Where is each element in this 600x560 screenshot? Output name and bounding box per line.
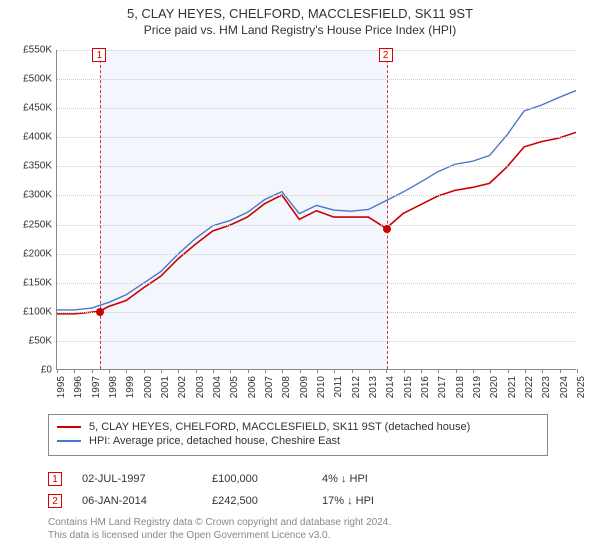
page-subtitle: Price paid vs. HM Land Registry's House … xyxy=(0,23,600,37)
plot-area xyxy=(56,50,576,370)
y-axis-label: £450K xyxy=(10,103,52,114)
gridline xyxy=(57,79,576,80)
attribution-line: Contains HM Land Registry data © Crown c… xyxy=(48,516,391,529)
gridline xyxy=(57,341,576,342)
y-axis-label: £350K xyxy=(10,161,52,172)
sale-marker-box: 2 xyxy=(379,48,393,62)
sale-delta: 4% ↓ HPI xyxy=(322,473,432,485)
legend-swatch xyxy=(57,426,81,428)
y-axis-label: £400K xyxy=(10,132,52,143)
sale-row: 2 06-JAN-2014£242,50017% ↓ HPI xyxy=(48,490,432,512)
x-tick xyxy=(404,369,405,373)
arrow-down-icon: ↓ xyxy=(347,495,353,507)
x-tick xyxy=(74,369,75,373)
x-tick xyxy=(317,369,318,373)
price-chart: £0 £50K £100K £150K £200K £250K £300K £350K £400… xyxy=(10,46,590,406)
gridline xyxy=(57,254,576,255)
y-axis-label: £50K xyxy=(10,335,52,346)
x-tick xyxy=(334,369,335,373)
sale-row: 1 02-JUL-1997£100,0004% ↓ HPI xyxy=(48,468,432,490)
x-tick xyxy=(421,369,422,373)
x-tick xyxy=(456,369,457,373)
x-tick xyxy=(542,369,543,373)
sale-price: £100,000 xyxy=(212,473,322,485)
sale-row-marker: 2 xyxy=(48,494,62,508)
y-axis-label: £300K xyxy=(10,190,52,201)
x-tick xyxy=(473,369,474,373)
gridline xyxy=(57,137,576,138)
y-axis-label: £250K xyxy=(10,219,52,230)
x-tick xyxy=(438,369,439,373)
gridline xyxy=(57,50,576,51)
x-tick xyxy=(92,369,93,373)
page-title: 5, CLAY HEYES, CHELFORD, MACCLESFIELD, S… xyxy=(0,6,600,21)
gridline xyxy=(57,195,576,196)
legend-item: HPI: Average price, detached house, Ches… xyxy=(57,435,539,447)
x-tick xyxy=(508,369,509,373)
sale-dot xyxy=(96,308,104,316)
x-tick xyxy=(161,369,162,373)
gridline xyxy=(57,312,576,313)
x-tick xyxy=(352,369,353,373)
sale-marker-line xyxy=(387,50,388,369)
y-axis-label: £200K xyxy=(10,248,52,259)
x-tick xyxy=(300,369,301,373)
x-tick xyxy=(560,369,561,373)
x-tick xyxy=(144,369,145,373)
arrow-down-icon: ↓ xyxy=(341,473,347,485)
x-axis-label: 2025 xyxy=(576,376,600,406)
sale-date: 02-JUL-1997 xyxy=(82,473,212,485)
gridline xyxy=(57,283,576,284)
gridline xyxy=(57,166,576,167)
gridline xyxy=(57,108,576,109)
sales-table: 1 02-JUL-1997£100,0004% ↓ HPI 2 06-JAN-2014… xyxy=(48,468,432,512)
legend-label: HPI: Average price, detached house, Ches… xyxy=(89,435,340,447)
legend-item: 5, CLAY HEYES, CHELFORD, MACCLESFIELD, S… xyxy=(57,421,539,433)
legend: 5, CLAY HEYES, CHELFORD, MACCLESFIELD, S… xyxy=(48,414,548,456)
legend-swatch xyxy=(57,440,81,442)
sale-delta: 17% ↓ HPI xyxy=(322,495,432,507)
series-property xyxy=(57,132,576,314)
sale-dot xyxy=(383,225,391,233)
x-tick xyxy=(386,369,387,373)
sale-marker-line xyxy=(100,50,101,369)
x-tick xyxy=(265,369,266,373)
sale-date: 06-JAN-2014 xyxy=(82,495,212,507)
y-axis-label: £150K xyxy=(10,277,52,288)
gridline xyxy=(57,225,576,226)
sale-row-marker: 1 xyxy=(48,472,62,486)
x-tick xyxy=(490,369,491,373)
x-tick xyxy=(213,369,214,373)
sale-price: £242,500 xyxy=(212,495,322,507)
x-tick xyxy=(525,369,526,373)
x-tick xyxy=(57,369,58,373)
y-axis-label: £500K xyxy=(10,74,52,85)
chart-lines xyxy=(57,50,576,369)
y-axis-label: £0 xyxy=(10,365,52,376)
x-tick xyxy=(282,369,283,373)
x-tick xyxy=(109,369,110,373)
x-tick xyxy=(369,369,370,373)
x-tick xyxy=(248,369,249,373)
x-tick xyxy=(577,369,578,373)
y-axis-label: £100K xyxy=(10,306,52,317)
legend-label: 5, CLAY HEYES, CHELFORD, MACCLESFIELD, S… xyxy=(89,421,470,433)
sale-marker-box: 1 xyxy=(92,48,106,62)
x-tick xyxy=(196,369,197,373)
x-tick xyxy=(126,369,127,373)
x-tick xyxy=(230,369,231,373)
series-hpi xyxy=(57,91,576,310)
y-axis-label: £550K xyxy=(10,45,52,56)
x-tick xyxy=(178,369,179,373)
attribution: Contains HM Land Registry data © Crown c… xyxy=(48,516,391,542)
attribution-line: This data is licensed under the Open Gov… xyxy=(48,529,391,542)
